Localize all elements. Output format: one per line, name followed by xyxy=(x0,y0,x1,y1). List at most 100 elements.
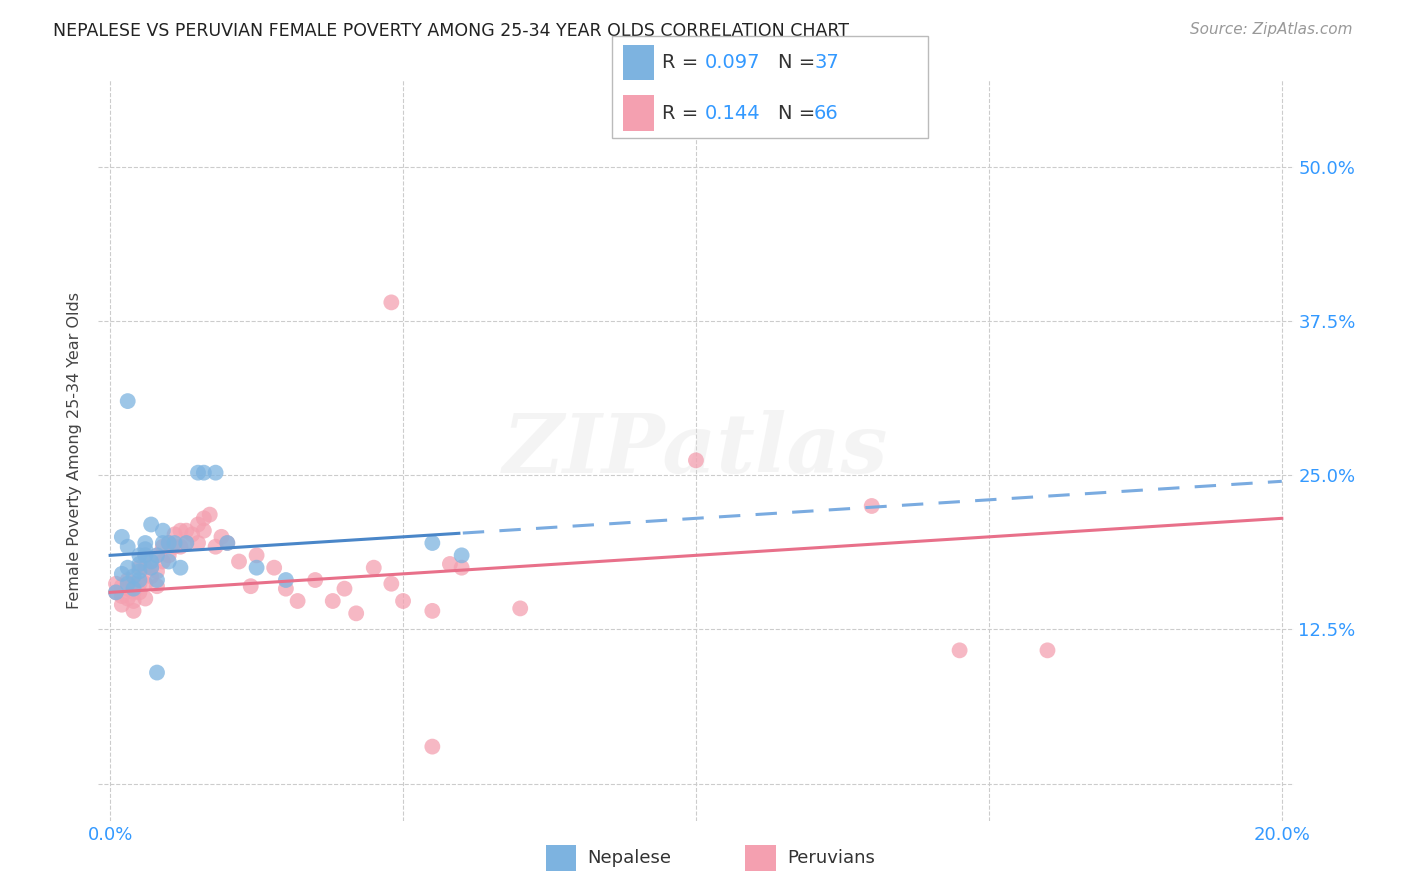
Point xyxy=(122,585,145,599)
Point xyxy=(1036,643,1059,657)
Point xyxy=(422,604,444,618)
Point xyxy=(193,524,215,538)
Point xyxy=(134,576,156,591)
Point xyxy=(134,549,156,563)
Point xyxy=(198,508,221,522)
Point xyxy=(193,466,215,480)
Text: Peruvians: Peruvians xyxy=(787,849,876,867)
Point xyxy=(187,466,209,480)
Point xyxy=(363,560,385,574)
Point xyxy=(860,499,883,513)
Point xyxy=(134,591,156,606)
Point xyxy=(246,549,269,563)
Point xyxy=(134,536,156,550)
Point xyxy=(141,569,163,583)
Point xyxy=(174,536,197,550)
Point xyxy=(163,536,186,550)
Text: 0.144: 0.144 xyxy=(704,103,761,123)
Point xyxy=(169,524,191,538)
Text: Source: ZipAtlas.com: Source: ZipAtlas.com xyxy=(1189,22,1353,37)
Point xyxy=(141,560,163,574)
Point xyxy=(128,576,150,591)
Point xyxy=(122,576,145,591)
Point xyxy=(146,549,169,563)
Text: R =: R = xyxy=(662,53,704,72)
Point xyxy=(157,549,180,563)
Point xyxy=(187,517,209,532)
Text: 37: 37 xyxy=(814,53,839,72)
Point xyxy=(117,540,139,554)
Point xyxy=(163,540,186,554)
Point xyxy=(152,554,174,569)
Text: 66: 66 xyxy=(814,103,839,123)
Point xyxy=(422,739,444,754)
Point xyxy=(274,582,297,596)
Point xyxy=(246,560,269,574)
Point xyxy=(128,560,150,574)
Point xyxy=(134,549,156,563)
Point xyxy=(157,536,180,550)
Point xyxy=(128,549,150,563)
Point xyxy=(122,604,145,618)
Point xyxy=(169,540,191,554)
Point xyxy=(122,594,145,608)
Point xyxy=(181,527,204,541)
Point xyxy=(134,560,156,574)
Point xyxy=(111,566,134,581)
Point xyxy=(439,557,461,571)
Point xyxy=(174,524,197,538)
Point xyxy=(287,594,309,608)
Point xyxy=(111,589,134,603)
Point xyxy=(146,665,169,680)
Point xyxy=(111,530,134,544)
Point xyxy=(111,598,134,612)
Text: Nepalese: Nepalese xyxy=(588,849,672,867)
Point xyxy=(117,591,139,606)
Point xyxy=(128,557,150,571)
Point xyxy=(152,524,174,538)
Point xyxy=(122,569,145,583)
Point xyxy=(128,573,150,587)
Point xyxy=(163,527,186,541)
Point xyxy=(217,536,239,550)
Point xyxy=(152,540,174,554)
Point xyxy=(105,585,128,599)
Point xyxy=(380,576,402,591)
Point xyxy=(304,573,326,587)
Point xyxy=(105,576,128,591)
Point xyxy=(228,554,250,569)
Text: R =: R = xyxy=(662,103,704,123)
Point xyxy=(204,540,226,554)
Point xyxy=(141,560,163,574)
Point xyxy=(128,585,150,599)
Point xyxy=(169,560,191,574)
Point xyxy=(274,573,297,587)
Point xyxy=(450,549,472,563)
Point xyxy=(146,565,169,579)
Point xyxy=(685,453,707,467)
Point xyxy=(217,536,239,550)
Point xyxy=(146,579,169,593)
Point xyxy=(380,295,402,310)
Point xyxy=(450,560,472,574)
Point xyxy=(105,585,128,599)
Point xyxy=(193,511,215,525)
Point xyxy=(146,549,169,563)
Point xyxy=(187,536,209,550)
Point xyxy=(141,554,163,569)
Point xyxy=(117,560,139,574)
Point xyxy=(128,565,150,579)
Text: N =: N = xyxy=(778,103,821,123)
Text: N =: N = xyxy=(778,53,821,72)
Point xyxy=(117,576,139,591)
Point xyxy=(111,579,134,593)
Point xyxy=(134,542,156,557)
Point xyxy=(422,536,444,550)
Text: NEPALESE VS PERUVIAN FEMALE POVERTY AMONG 25-34 YEAR OLDS CORRELATION CHART: NEPALESE VS PERUVIAN FEMALE POVERTY AMON… xyxy=(53,22,849,40)
Point xyxy=(392,594,415,608)
Point xyxy=(204,466,226,480)
Point xyxy=(322,594,344,608)
Point xyxy=(263,560,285,574)
Text: ZIPatlas: ZIPatlas xyxy=(503,410,889,491)
Point xyxy=(117,573,139,587)
